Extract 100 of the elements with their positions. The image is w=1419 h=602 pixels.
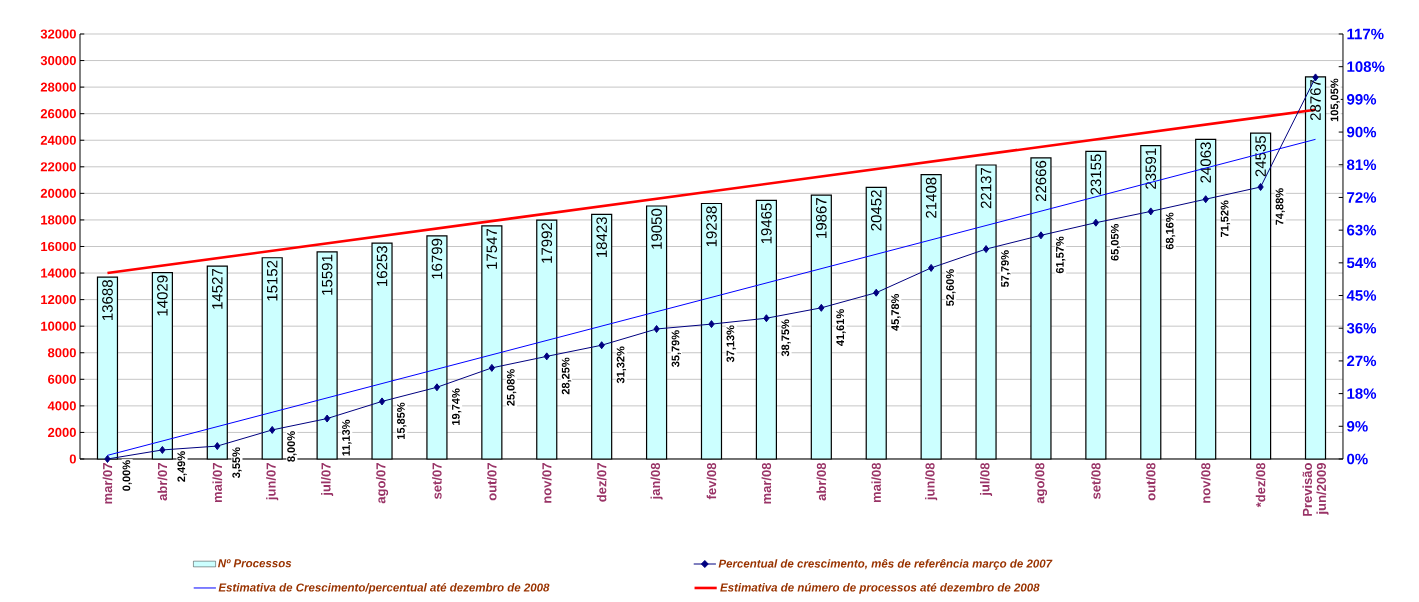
data-label: 68,16%: [1165, 212, 1176, 250]
y2-tick-label: 81%: [1346, 159, 1377, 171]
y-tick-label: 0: [69, 454, 76, 464]
data-label: 21408: [925, 177, 937, 218]
y-tick-label: 6000: [48, 374, 76, 384]
y-tick-label: 22000: [40, 162, 76, 172]
data-label: 19867: [816, 198, 827, 238]
x-tick-label: jun/08: [925, 462, 938, 501]
data-label: 105,05%: [1330, 78, 1340, 122]
data-label: 74,88%: [1275, 188, 1285, 225]
y-tick-label: 20000: [40, 188, 76, 198]
x-tick-label: set/07: [432, 463, 442, 499]
data-label: 23155: [1090, 154, 1102, 195]
x-tick-label: mai/07: [212, 463, 223, 503]
data-label: 11,13%: [342, 419, 352, 456]
x-tick-label: jan/08: [650, 462, 663, 500]
data-label: 65,05%: [1110, 223, 1121, 261]
y-tick-label: 8000: [47, 348, 76, 358]
data-label: 3,55%: [232, 447, 242, 479]
point: [873, 288, 880, 297]
x-tick-label: jul/08: [979, 462, 993, 496]
y-tick-label: 18000: [41, 215, 76, 225]
point: [104, 454, 111, 463]
data-label: 20452: [870, 190, 882, 231]
data-label: 25,08%: [506, 369, 517, 406]
data-label: 19465: [761, 203, 772, 244]
point: [928, 263, 935, 272]
y2-tick-label: 72%: [1347, 192, 1377, 203]
point: [1202, 195, 1209, 204]
y-tick-label: 32000: [40, 29, 76, 39]
data-label: 0,00%: [122, 460, 132, 491]
point: [1037, 231, 1045, 240]
y2-tick-label: 0%: [1347, 453, 1368, 465]
data-label: 17992: [541, 222, 553, 263]
y2-tick-label: 54%: [1346, 257, 1377, 269]
point: [269, 425, 276, 434]
y2-tick-label: 108%: [1347, 61, 1385, 72]
point: [708, 320, 715, 329]
y-tick-label: 10000: [41, 321, 76, 331]
data-label: 31,32%: [616, 346, 627, 384]
y2-tick-label: 99%: [1347, 94, 1377, 105]
y-tick-label: 16000: [41, 241, 76, 252]
data-label: 28,25%: [561, 357, 572, 395]
data-label: 22137: [980, 167, 992, 209]
data-label: 41,61%: [836, 309, 846, 346]
x-tick-label: mai/08: [871, 462, 882, 503]
x-tick-label: fev/08: [706, 462, 717, 500]
x-tick-label: mar/08: [761, 462, 772, 504]
legend-label: Estimativa de Crescimento/percentual até dezembro de 2008: [218, 583, 550, 594]
point: [488, 363, 495, 372]
y2-tick-label: 63%: [1347, 224, 1377, 236]
data-label: 16799: [431, 238, 443, 279]
point: [378, 397, 386, 406]
x-tick-label: jun/07: [266, 463, 279, 501]
legend-label: Percentual de crescimento, mês de referência março de 2007: [718, 558, 1053, 570]
data-label: 13688: [102, 280, 113, 320]
data-label: 61,57%: [1055, 236, 1066, 274]
data-label: 18423: [596, 217, 607, 258]
data-label: 16253: [376, 246, 388, 286]
data-label: 35,79%: [671, 330, 681, 368]
y2-tick-label: 90%: [1347, 126, 1377, 138]
y-tick-label: 14000: [41, 268, 76, 278]
data-label: 22666: [1035, 160, 1047, 202]
x-tick-label: set/08: [1091, 462, 1101, 499]
point: [598, 341, 605, 350]
y2-tick-label: 27%: [1347, 355, 1377, 367]
point: [1092, 218, 1099, 227]
y2-tick-label: 45%: [1346, 290, 1377, 301]
data-label: 14527: [211, 269, 223, 309]
data-label: 45,78%: [891, 293, 901, 331]
x-tick-label: abr/07: [157, 463, 168, 501]
data-label: 15,85%: [397, 402, 407, 440]
y-tick-label: 2000: [48, 427, 76, 438]
data-label: 52,60%: [946, 269, 956, 306]
data-label: 2,49%: [177, 451, 187, 482]
x-tick-label: ago/08: [1034, 462, 1048, 504]
data-label: 37,13%: [726, 325, 736, 363]
data-label: 38,75%: [781, 319, 791, 357]
data-label: 15591: [321, 254, 333, 295]
y-tick-label: 28000: [40, 82, 76, 92]
point: [214, 442, 221, 451]
y2-tick-label: 18%: [1347, 388, 1377, 399]
y2-tick-label: 9%: [1347, 420, 1368, 432]
point: [323, 414, 331, 423]
y-tick-label: 4000: [47, 401, 76, 411]
x-tick-label: Previsão jun/2009: [1302, 463, 1329, 516]
x-tick-label: nov/08: [1200, 462, 1211, 503]
y2-tick-label: 117%: [1347, 28, 1384, 40]
point: [433, 383, 441, 392]
data-label: 24535: [1255, 135, 1266, 177]
point: [159, 445, 166, 454]
x-tick-label: nov/07: [541, 463, 552, 503]
y-tick-label: 30000: [40, 55, 76, 66]
data-label: 19238: [706, 206, 717, 247]
data-label: 23591: [1145, 148, 1157, 189]
legend-label: Nº Processos: [218, 559, 292, 568]
x-tick-label: mar/07: [102, 463, 113, 504]
x-tick-label: *dez/08: [1255, 462, 1266, 508]
data-label: 24063: [1200, 142, 1211, 183]
x-tick-label: jul/07: [321, 463, 334, 496]
